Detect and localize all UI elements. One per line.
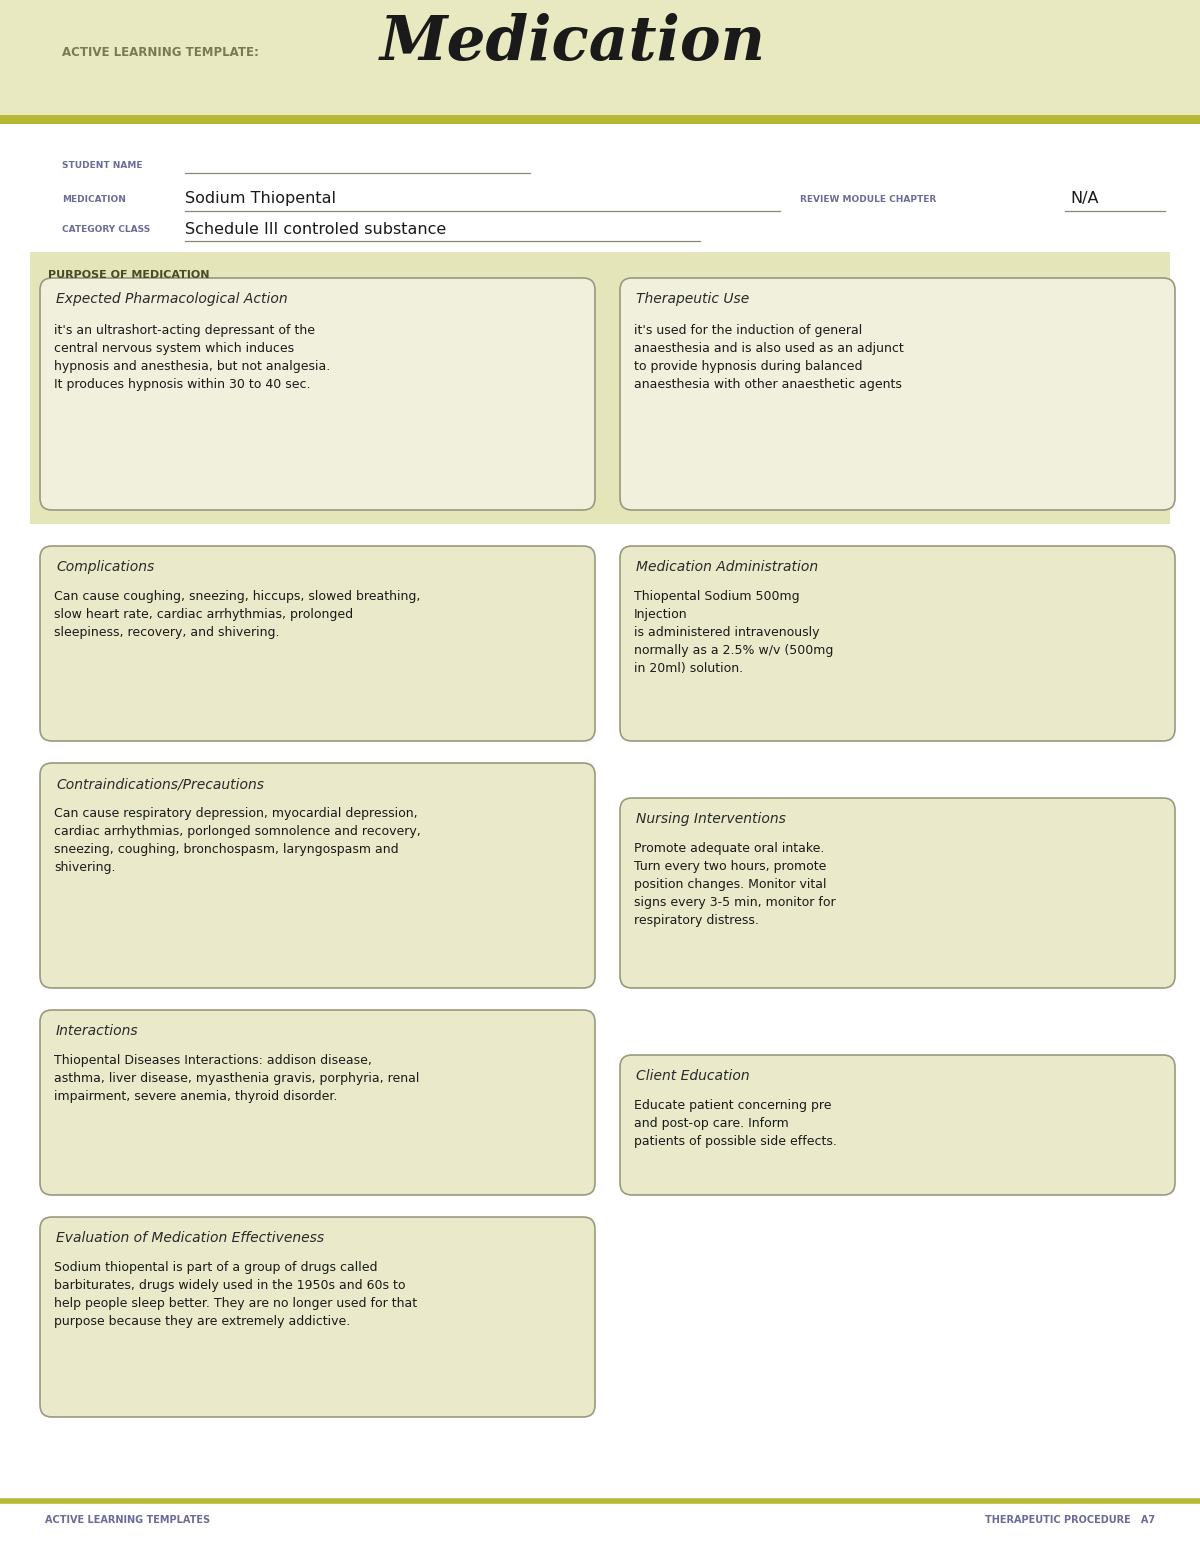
Bar [0, 115, 1200, 124]
Text: ACTIVE LEARNING TEMPLATES: ACTIVE LEARNING TEMPLATES [46, 1516, 210, 1525]
Text: STUDENT NAME: STUDENT NAME [62, 162, 143, 171]
FancyBboxPatch shape [620, 547, 1175, 741]
Text: Educate patient concerning pre
and post-op care. Inform
patients of possible sid: Educate patient concerning pre and post-… [634, 1100, 836, 1148]
FancyBboxPatch shape [40, 1009, 595, 1194]
Text: it's an ultrashort-acting depressant of the
central nervous system which induces: it's an ultrashort-acting depressant of … [54, 325, 330, 391]
Bar [0, 0, 1200, 115]
Text: it's used for the induction of general
anaesthesia and is also used as an adjunc: it's used for the induction of general a… [634, 325, 904, 391]
Bar [30, 252, 1170, 523]
Text: Evaluation of Medication Effectiveness: Evaluation of Medication Effectiveness [56, 1232, 324, 1246]
Text: Expected Pharmacological Action: Expected Pharmacological Action [56, 292, 288, 306]
Text: Client Education: Client Education [636, 1068, 750, 1082]
Text: Medication Administration: Medication Administration [636, 561, 818, 575]
FancyBboxPatch shape [620, 278, 1175, 509]
Text: REVIEW MODULE CHAPTER: REVIEW MODULE CHAPTER [800, 194, 936, 203]
Text: ACTIVE LEARNING TEMPLATE:: ACTIVE LEARNING TEMPLATE: [62, 47, 259, 59]
Text: Sodium Thiopental: Sodium Thiopental [185, 191, 336, 207]
Text: Medication: Medication [380, 12, 766, 73]
Text: MEDICATION: MEDICATION [62, 194, 126, 203]
Text: Nursing Interventions: Nursing Interventions [636, 812, 786, 826]
Text: Promote adequate oral intake.
Turn every two hours, promote
position changes. Mo: Promote adequate oral intake. Turn every… [634, 842, 835, 927]
FancyBboxPatch shape [40, 1218, 595, 1416]
Text: Interactions: Interactions [56, 1023, 139, 1037]
FancyBboxPatch shape [40, 547, 595, 741]
Text: N/A: N/A [1070, 191, 1098, 207]
Text: Complications: Complications [56, 561, 155, 575]
Text: Thiopental Sodium 500mg
Injection
is administered intravenously
normally as a 2.: Thiopental Sodium 500mg Injection is adm… [634, 590, 833, 676]
Text: PURPOSE OF MEDICATION: PURPOSE OF MEDICATION [48, 270, 210, 280]
FancyBboxPatch shape [620, 798, 1175, 988]
Text: Can cause coughing, sneezing, hiccups, slowed breathing,
slow heart rate, cardia: Can cause coughing, sneezing, hiccups, s… [54, 590, 420, 638]
Text: Thiopental Diseases Interactions: addison disease,
asthma, liver disease, myasth: Thiopental Diseases Interactions: addiso… [54, 1054, 419, 1103]
Text: Schedule III controled substance: Schedule III controled substance [185, 222, 446, 236]
Text: Therapeutic Use: Therapeutic Use [636, 292, 749, 306]
FancyBboxPatch shape [40, 763, 595, 988]
Text: THERAPEUTIC PROCEDURE   A7: THERAPEUTIC PROCEDURE A7 [985, 1516, 1154, 1525]
FancyBboxPatch shape [620, 1054, 1175, 1194]
Text: Contraindications/Precautions: Contraindications/Precautions [56, 776, 264, 790]
Text: Sodium thiopental is part of a group of drugs called
barbiturates, drugs widely : Sodium thiopental is part of a group of … [54, 1261, 418, 1328]
Text: Can cause respiratory depression, myocardial depression,
cardiac arrhythmias, po: Can cause respiratory depression, myocar… [54, 808, 421, 874]
Text: CATEGORY CLASS: CATEGORY CLASS [62, 225, 150, 233]
FancyBboxPatch shape [40, 278, 595, 509]
